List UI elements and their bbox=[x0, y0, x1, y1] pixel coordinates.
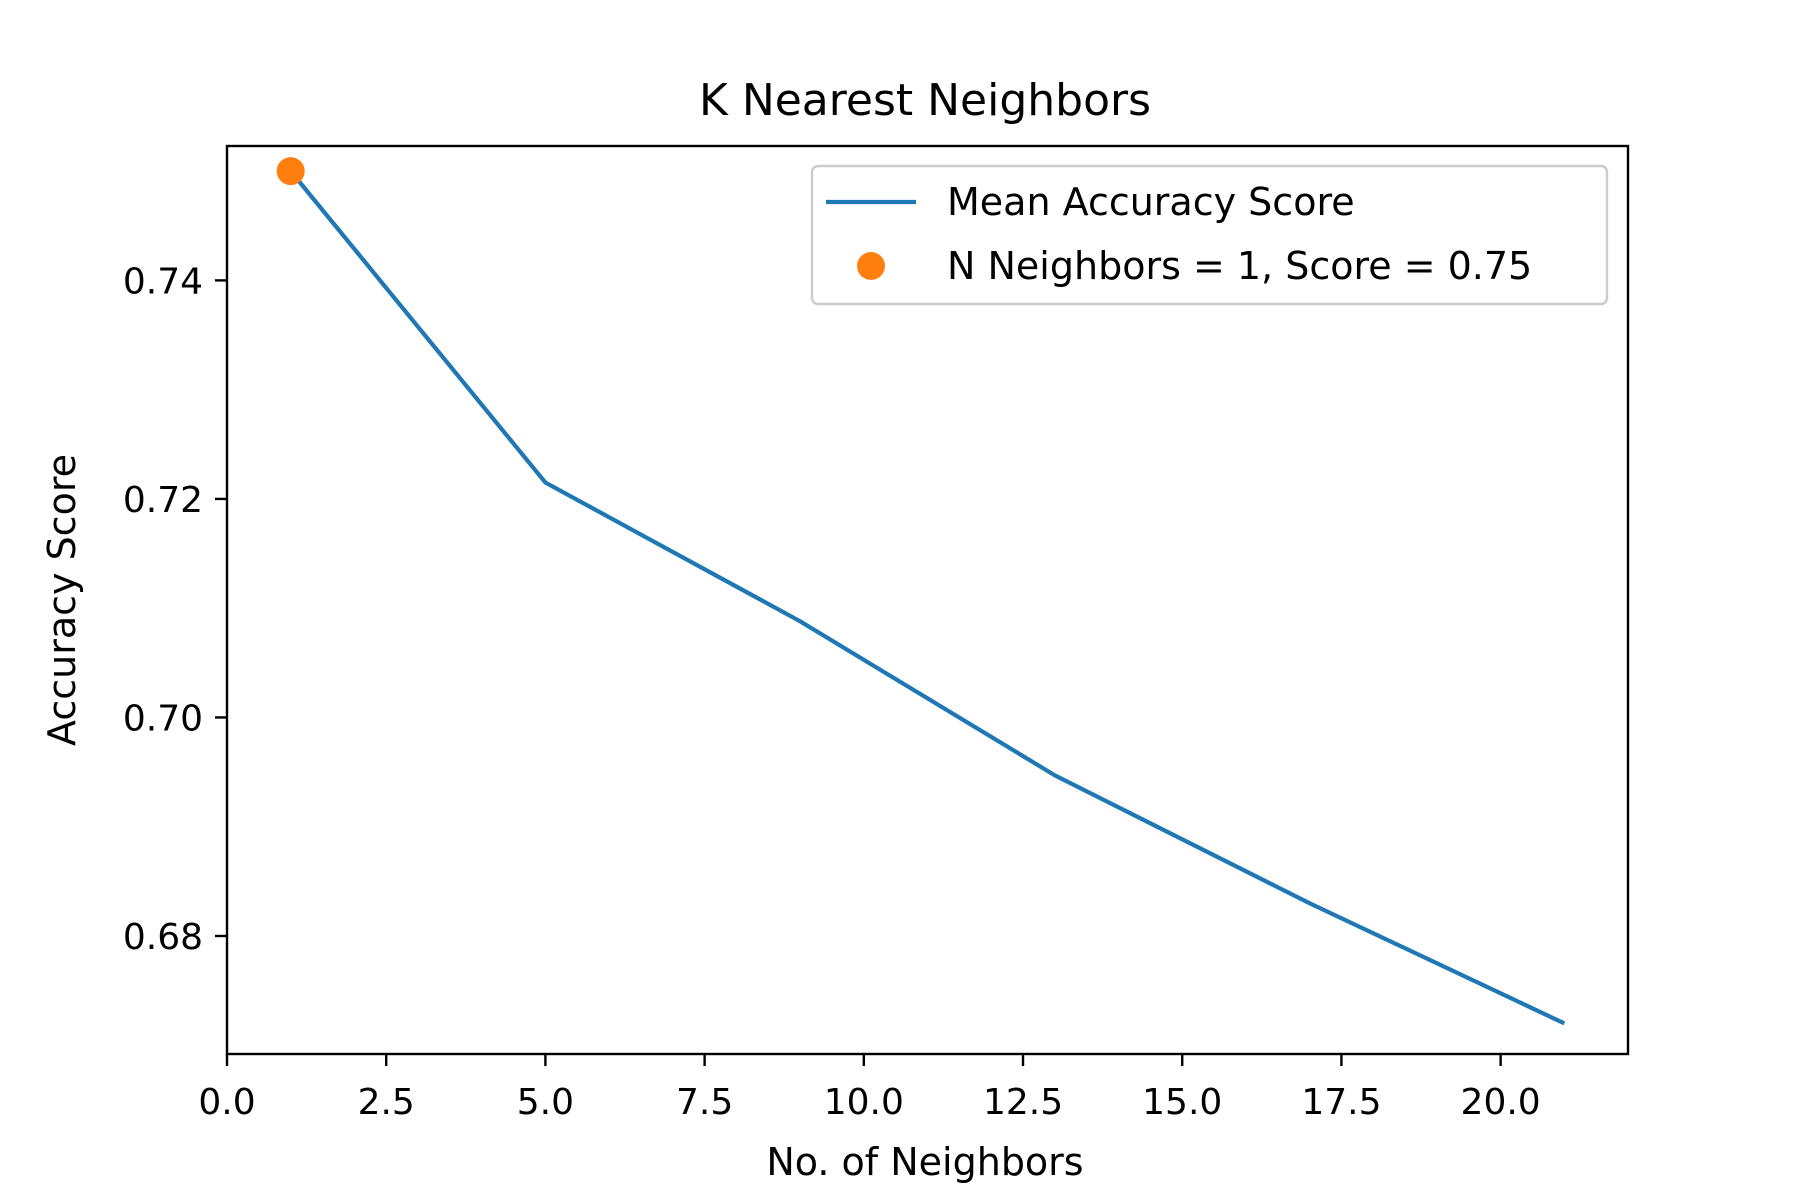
series-line-mean-accuracy bbox=[289, 169, 1566, 1026]
x-tick-label: 5.0 bbox=[517, 1082, 574, 1123]
x-tick-label: 12.5 bbox=[983, 1082, 1063, 1123]
x-tick-label: 17.5 bbox=[1301, 1082, 1381, 1123]
best-score-marker bbox=[276, 157, 305, 186]
y-axis-label: Accuracy Score bbox=[40, 454, 84, 746]
x-tick-label: 7.5 bbox=[676, 1082, 733, 1123]
y-tick-label: 0.72 bbox=[123, 480, 203, 521]
line-data-point bbox=[797, 618, 803, 624]
line-data-point bbox=[1052, 772, 1058, 778]
x-tick-label: 15.0 bbox=[1142, 1082, 1222, 1123]
y-tick-label: 0.68 bbox=[123, 917, 203, 958]
legend-marker-swatch bbox=[857, 252, 885, 280]
x-tick-label: 10.0 bbox=[824, 1082, 904, 1123]
x-tick-label: 0.0 bbox=[198, 1082, 255, 1123]
x-tick-label: 20.0 bbox=[1461, 1082, 1541, 1123]
legend-entry-label: Mean Accuracy Score bbox=[947, 180, 1355, 224]
y-tick-label: 0.70 bbox=[123, 698, 203, 739]
x-axis-label: No. of Neighbors bbox=[766, 1140, 1083, 1184]
x-tick-label: 2.5 bbox=[358, 1082, 415, 1123]
line-data-point bbox=[1307, 900, 1313, 906]
chart-title: K Nearest Neighbors bbox=[699, 75, 1151, 126]
plot-frame bbox=[225, 144, 1630, 1056]
line-data-point bbox=[1561, 1020, 1567, 1026]
y-tick-label: 0.74 bbox=[123, 261, 203, 302]
line-data-point bbox=[542, 480, 548, 486]
legend-box bbox=[810, 164, 1609, 306]
legend-entry-label: N Neighbors = 1, Score = 0.75 bbox=[947, 244, 1532, 288]
